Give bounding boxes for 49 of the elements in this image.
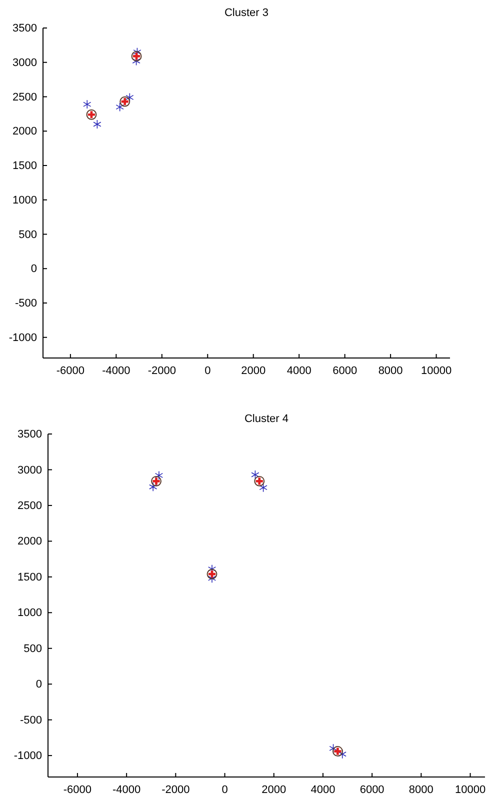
x-tick-label: 8000 [378,364,403,377]
y-tick-label: 1500 [12,160,37,172]
x-tick-label: -2000 [162,784,190,796]
y-tick-label: 1500 [18,571,42,584]
point [116,102,124,112]
x-tick-label: 6000 [332,364,358,377]
x-tick-label: -6000 [56,364,85,377]
point [93,120,102,129]
y-tick-label: 2500 [18,500,42,512]
x-tick-label: 4000 [286,364,312,377]
x-tick-label: -4000 [102,364,130,377]
y-tick-label: 500 [24,642,42,655]
point [154,470,164,480]
chart-title: Cluster 3 [224,7,269,19]
y-tick-label: -1000 [8,332,37,344]
y-tick-label: 500 [18,228,37,241]
x-tick-label: -2000 [148,364,176,377]
x-tick-label: 10000 [454,784,486,796]
x-tick-label: 2000 [241,364,266,377]
y-tick-label: 0 [30,263,37,276]
y-tick-label: 0 [36,678,42,691]
y-tick-label: 1000 [18,607,42,620]
y-tick-label: 3000 [18,464,42,476]
y-tick-label: 1000 [12,194,37,206]
y-tick-label: -500 [20,714,42,726]
x-tick-label: 4000 [310,784,336,796]
x-tick-label: 0 [222,784,228,796]
x-tick-label: 6000 [360,784,384,796]
y-tick-label: -500 [14,298,37,310]
y-tick-label: -1000 [14,750,42,762]
point [251,470,260,480]
y-tick-label: 3000 [12,56,37,69]
x-tick-label: 0 [204,364,211,377]
x-tick-label: 2000 [262,784,286,796]
y-tick-label: 3500 [12,22,37,35]
y-tick-label: 2000 [18,536,42,548]
point [126,92,134,102]
point [149,482,158,492]
x-tick-label: -6000 [63,784,92,796]
y-tick-label: 3500 [18,428,42,441]
chart-title: Cluster 4 [244,413,289,425]
x-tick-label: 10000 [420,364,452,377]
point [83,100,92,109]
y-tick-label: 2500 [12,91,37,104]
point [259,482,268,492]
y-tick-label: 2000 [12,126,37,138]
point [338,750,346,759]
x-tick-label: 8000 [408,784,434,796]
x-tick-label: -4000 [112,784,141,796]
